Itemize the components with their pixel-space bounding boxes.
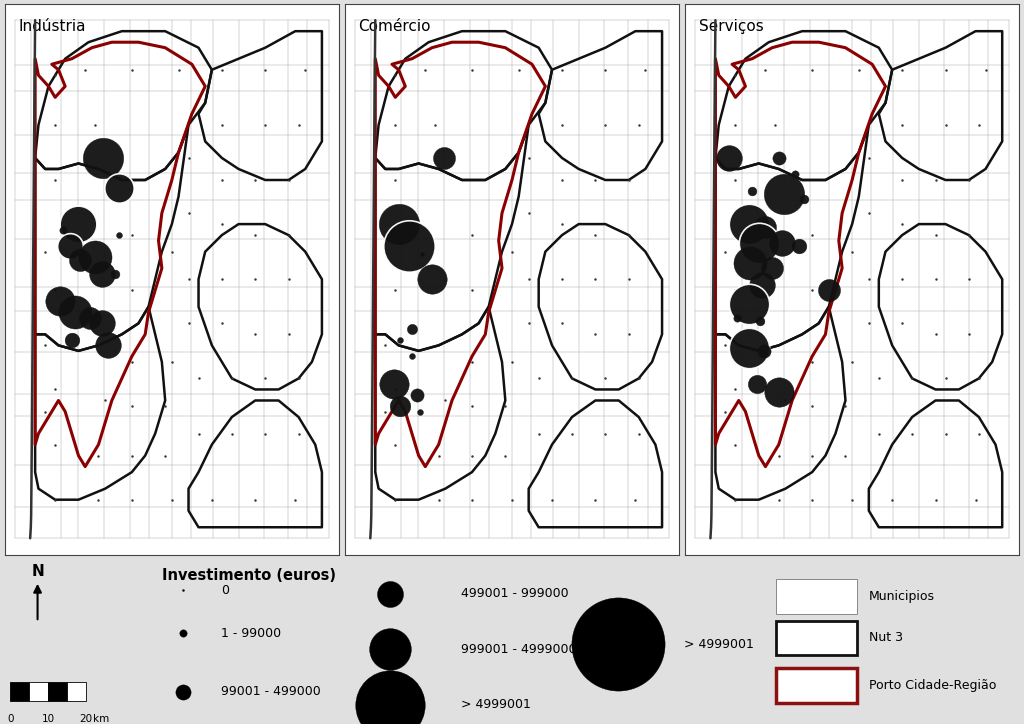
Point [742, 257, 759, 269]
Text: 0: 0 [221, 584, 229, 597]
Point [100, 340, 117, 351]
Point [95, 152, 112, 164]
Point [174, 585, 190, 597]
Text: Investimento (euros): Investimento (euros) [162, 568, 336, 584]
Point [87, 251, 103, 263]
Point [71, 219, 87, 230]
Point [72, 254, 88, 266]
Text: Porto Cidade-Região: Porto Cidade-Região [868, 679, 996, 692]
Point [610, 639, 627, 650]
Point [756, 345, 772, 357]
Bar [68, 682, 86, 702]
Point [403, 350, 420, 362]
Point [743, 185, 760, 197]
Text: Indústria: Indústria [18, 19, 86, 34]
Text: Municipios: Municipios [868, 590, 935, 603]
Text: 0: 0 [7, 714, 13, 724]
Point [385, 378, 401, 390]
Point [412, 405, 428, 417]
Point [787, 169, 804, 180]
Text: Comércio: Comércio [358, 19, 431, 34]
Point [435, 152, 452, 164]
Point [775, 188, 792, 200]
Point [55, 224, 72, 235]
Point [400, 240, 417, 252]
Point [67, 306, 83, 318]
Point [62, 240, 79, 252]
Point [82, 312, 98, 324]
Point [382, 588, 398, 599]
Point [753, 315, 769, 327]
Point [409, 390, 425, 401]
Text: Nut 3: Nut 3 [868, 631, 903, 644]
Point [774, 237, 791, 249]
Point [740, 298, 757, 310]
Text: 20: 20 [80, 714, 93, 724]
Text: N: N [31, 564, 44, 579]
Point [392, 400, 409, 412]
Point [414, 248, 430, 260]
Point [791, 240, 807, 252]
Bar [775, 620, 857, 655]
Bar [775, 579, 857, 614]
Point [63, 334, 80, 345]
Bar [775, 668, 857, 703]
Point [754, 279, 770, 290]
Point [392, 334, 409, 345]
Bar [48, 682, 68, 702]
Point [93, 318, 110, 329]
Text: km: km [93, 714, 110, 724]
Text: 499001 - 999000: 499001 - 999000 [461, 587, 569, 600]
Text: 999001 - 4999000: 999001 - 4999000 [461, 643, 577, 655]
Point [390, 219, 407, 230]
Text: 10: 10 [42, 714, 54, 724]
Point [106, 268, 123, 279]
Point [771, 387, 787, 398]
Point [751, 237, 767, 249]
Text: > 4999001: > 4999001 [684, 638, 755, 651]
Point [820, 285, 837, 296]
Bar [10, 682, 30, 702]
Point [424, 274, 440, 285]
Point [382, 699, 398, 710]
Point [749, 378, 765, 390]
Text: > 4999001: > 4999001 [461, 698, 531, 711]
Point [111, 182, 127, 194]
Point [382, 644, 398, 655]
Text: Serviços: Serviços [698, 19, 764, 34]
Point [403, 323, 420, 334]
Point [757, 221, 774, 232]
Point [52, 295, 69, 307]
Point [740, 219, 757, 230]
Point [740, 342, 757, 354]
Point [721, 152, 737, 164]
Point [796, 193, 812, 205]
Bar [30, 682, 48, 702]
Point [764, 262, 780, 274]
Point [729, 312, 745, 324]
Point [93, 268, 110, 279]
Point [771, 152, 787, 164]
Point [174, 686, 190, 698]
Point [174, 628, 190, 639]
Text: 99001 - 499000: 99001 - 499000 [221, 686, 321, 699]
Text: 1 - 99000: 1 - 99000 [221, 627, 282, 640]
Point [111, 230, 127, 241]
